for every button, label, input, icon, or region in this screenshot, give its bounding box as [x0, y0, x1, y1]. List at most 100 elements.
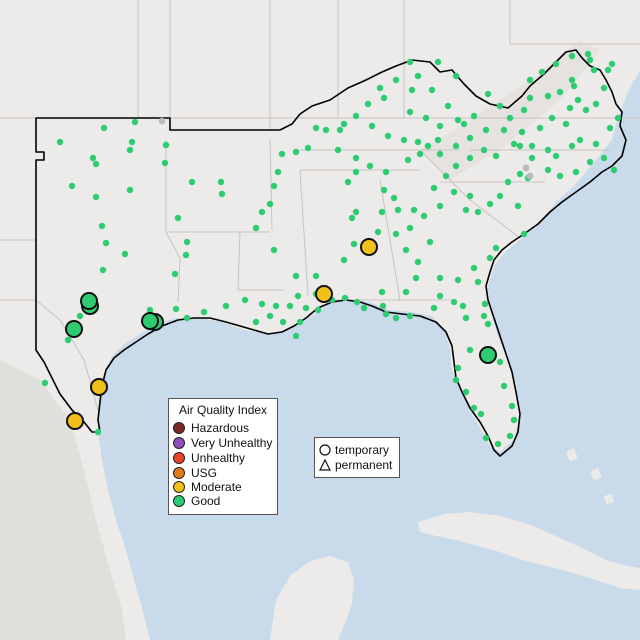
monitor-marker-good[interactable] [470, 264, 478, 272]
monitor-marker-good[interactable] [340, 120, 348, 128]
monitor-marker-inactive[interactable] [522, 164, 530, 172]
monitor-marker-good[interactable] [41, 379, 49, 387]
monitor-marker-good[interactable] [392, 230, 400, 238]
monitor-marker-good[interactable] [568, 52, 576, 60]
monitor-marker-good[interactable] [406, 58, 414, 66]
monitor-marker-good[interactable] [450, 188, 458, 196]
monitor-marker-good[interactable] [266, 312, 274, 320]
monitor-marker-good[interactable] [266, 200, 274, 208]
monitor-marker-good[interactable] [376, 84, 384, 92]
monitor-marker-good[interactable] [460, 120, 468, 128]
monitor-marker-good[interactable] [416, 150, 424, 158]
monitor-marker-good[interactable] [360, 304, 368, 312]
monitor-marker-good[interactable] [392, 314, 400, 322]
monitor-marker-good[interactable] [576, 136, 584, 144]
monitor-marker-good[interactable] [406, 224, 414, 232]
monitor-marker-good[interactable] [430, 304, 438, 312]
monitor-marker-good[interactable] [528, 154, 536, 162]
monitor-marker-good[interactable] [172, 305, 180, 313]
monitor-marker-good[interactable] [484, 90, 492, 98]
monitor-marker-good[interactable] [520, 106, 528, 114]
monitor-marker-good[interactable] [272, 302, 280, 310]
monitor-marker-good[interactable] [350, 240, 358, 248]
monitor-marker-good[interactable] [462, 314, 470, 322]
monitor-marker-good[interactable] [292, 332, 300, 340]
monitor-marker-good[interactable] [68, 182, 76, 190]
monitor-marker-good[interactable] [378, 208, 386, 216]
monitor-marker-good[interactable] [412, 274, 420, 282]
monitor-marker-good[interactable] [544, 166, 552, 174]
monitor-marker-good[interactable] [368, 122, 376, 130]
monitor-marker-good[interactable] [121, 250, 129, 258]
monitor-marker-good[interactable] [568, 76, 576, 84]
monitor-marker-good[interactable] [341, 294, 349, 302]
monitor-marker-good[interactable] [222, 302, 230, 310]
monitor-marker-good[interactable] [126, 146, 134, 154]
monitor-marker-good[interactable] [258, 300, 266, 308]
monitor-marker-good[interactable] [366, 162, 374, 170]
monitor-marker-good[interactable] [470, 404, 478, 412]
monitor-marker-good[interactable] [500, 126, 508, 134]
monitor-marker-good[interactable] [510, 140, 518, 148]
monitor-marker-good[interactable] [570, 82, 578, 90]
monitor-marker-good[interactable] [406, 312, 414, 320]
monitor-marker-good[interactable] [279, 318, 287, 326]
monitor-marker-good[interactable] [390, 194, 398, 202]
monitor-marker-good[interactable] [334, 146, 342, 154]
monitor-marker-good[interactable] [452, 162, 460, 170]
monitor-marker-good[interactable] [462, 206, 470, 214]
monitor-marker-inactive[interactable] [526, 172, 534, 180]
monitor-marker-good[interactable] [426, 238, 434, 246]
monitor-marker-good[interactable] [378, 288, 386, 296]
monitor-marker-good[interactable] [520, 230, 528, 238]
monitor-marker-good[interactable] [538, 68, 546, 76]
monitor-marker-good[interactable] [200, 308, 208, 316]
monitor-marker-good[interactable] [340, 256, 348, 264]
monitor-marker-good[interactable] [496, 102, 504, 110]
monitor-marker-good[interactable] [444, 102, 452, 110]
monitor-marker-good[interactable] [76, 312, 84, 320]
monitor-marker-good[interactable] [270, 246, 278, 254]
monitor-marker-good[interactable] [582, 106, 590, 114]
monitor-marker-good[interactable] [436, 202, 444, 210]
monitor-marker-good[interactable] [422, 114, 430, 122]
monitor-marker-good[interactable] [586, 158, 594, 166]
monitor-marker-good[interactable] [556, 88, 564, 96]
monitor-marker-good[interactable] [454, 116, 462, 124]
monitor-marker-good[interactable] [466, 192, 474, 200]
monitor-marker-good[interactable] [506, 114, 514, 122]
monitor-marker-good[interactable] [98, 222, 106, 230]
monitor-marker-good[interactable] [484, 320, 492, 328]
monitor-marker-good[interactable] [496, 358, 504, 366]
monitor-marker-good[interactable] [552, 152, 560, 160]
monitor-marker-good[interactable] [562, 120, 570, 128]
monitor-marker-good[interactable] [64, 336, 72, 344]
temporary-monitor-marker-good[interactable] [80, 292, 98, 310]
monitor-marker-good[interactable] [518, 128, 526, 136]
monitor-marker-good[interactable] [352, 168, 360, 176]
temporary-monitor-marker-good[interactable] [479, 346, 497, 364]
monitor-marker-good[interactable] [600, 84, 608, 92]
monitor-marker-good[interactable] [274, 168, 282, 176]
monitor-marker-good[interactable] [352, 154, 360, 162]
monitor-marker-good[interactable] [486, 254, 494, 262]
monitor-marker-good[interactable] [92, 160, 100, 168]
monitor-marker-good[interactable] [434, 58, 442, 66]
monitor-marker-good[interactable] [312, 124, 320, 132]
monitor-marker-good[interactable] [568, 142, 576, 150]
monitor-marker-good[interactable] [452, 376, 460, 384]
monitor-marker-good[interactable] [516, 170, 524, 178]
monitor-marker-good[interactable] [466, 346, 474, 354]
monitor-marker-good[interactable] [526, 94, 534, 102]
monitor-marker-good[interactable] [477, 410, 485, 418]
monitor-marker-good[interactable] [94, 428, 102, 436]
monitor-marker-good[interactable] [286, 302, 294, 310]
monitor-marker-good[interactable] [162, 141, 170, 149]
monitor-marker-good[interactable] [102, 239, 110, 247]
monitor-marker-good[interactable] [514, 202, 522, 210]
monitor-marker-good[interactable] [382, 168, 390, 176]
monitor-marker-good[interactable] [296, 318, 304, 326]
monitor-marker-good[interactable] [218, 190, 226, 198]
monitor-marker-good[interactable] [462, 388, 470, 396]
monitor-marker-good[interactable] [606, 124, 614, 132]
